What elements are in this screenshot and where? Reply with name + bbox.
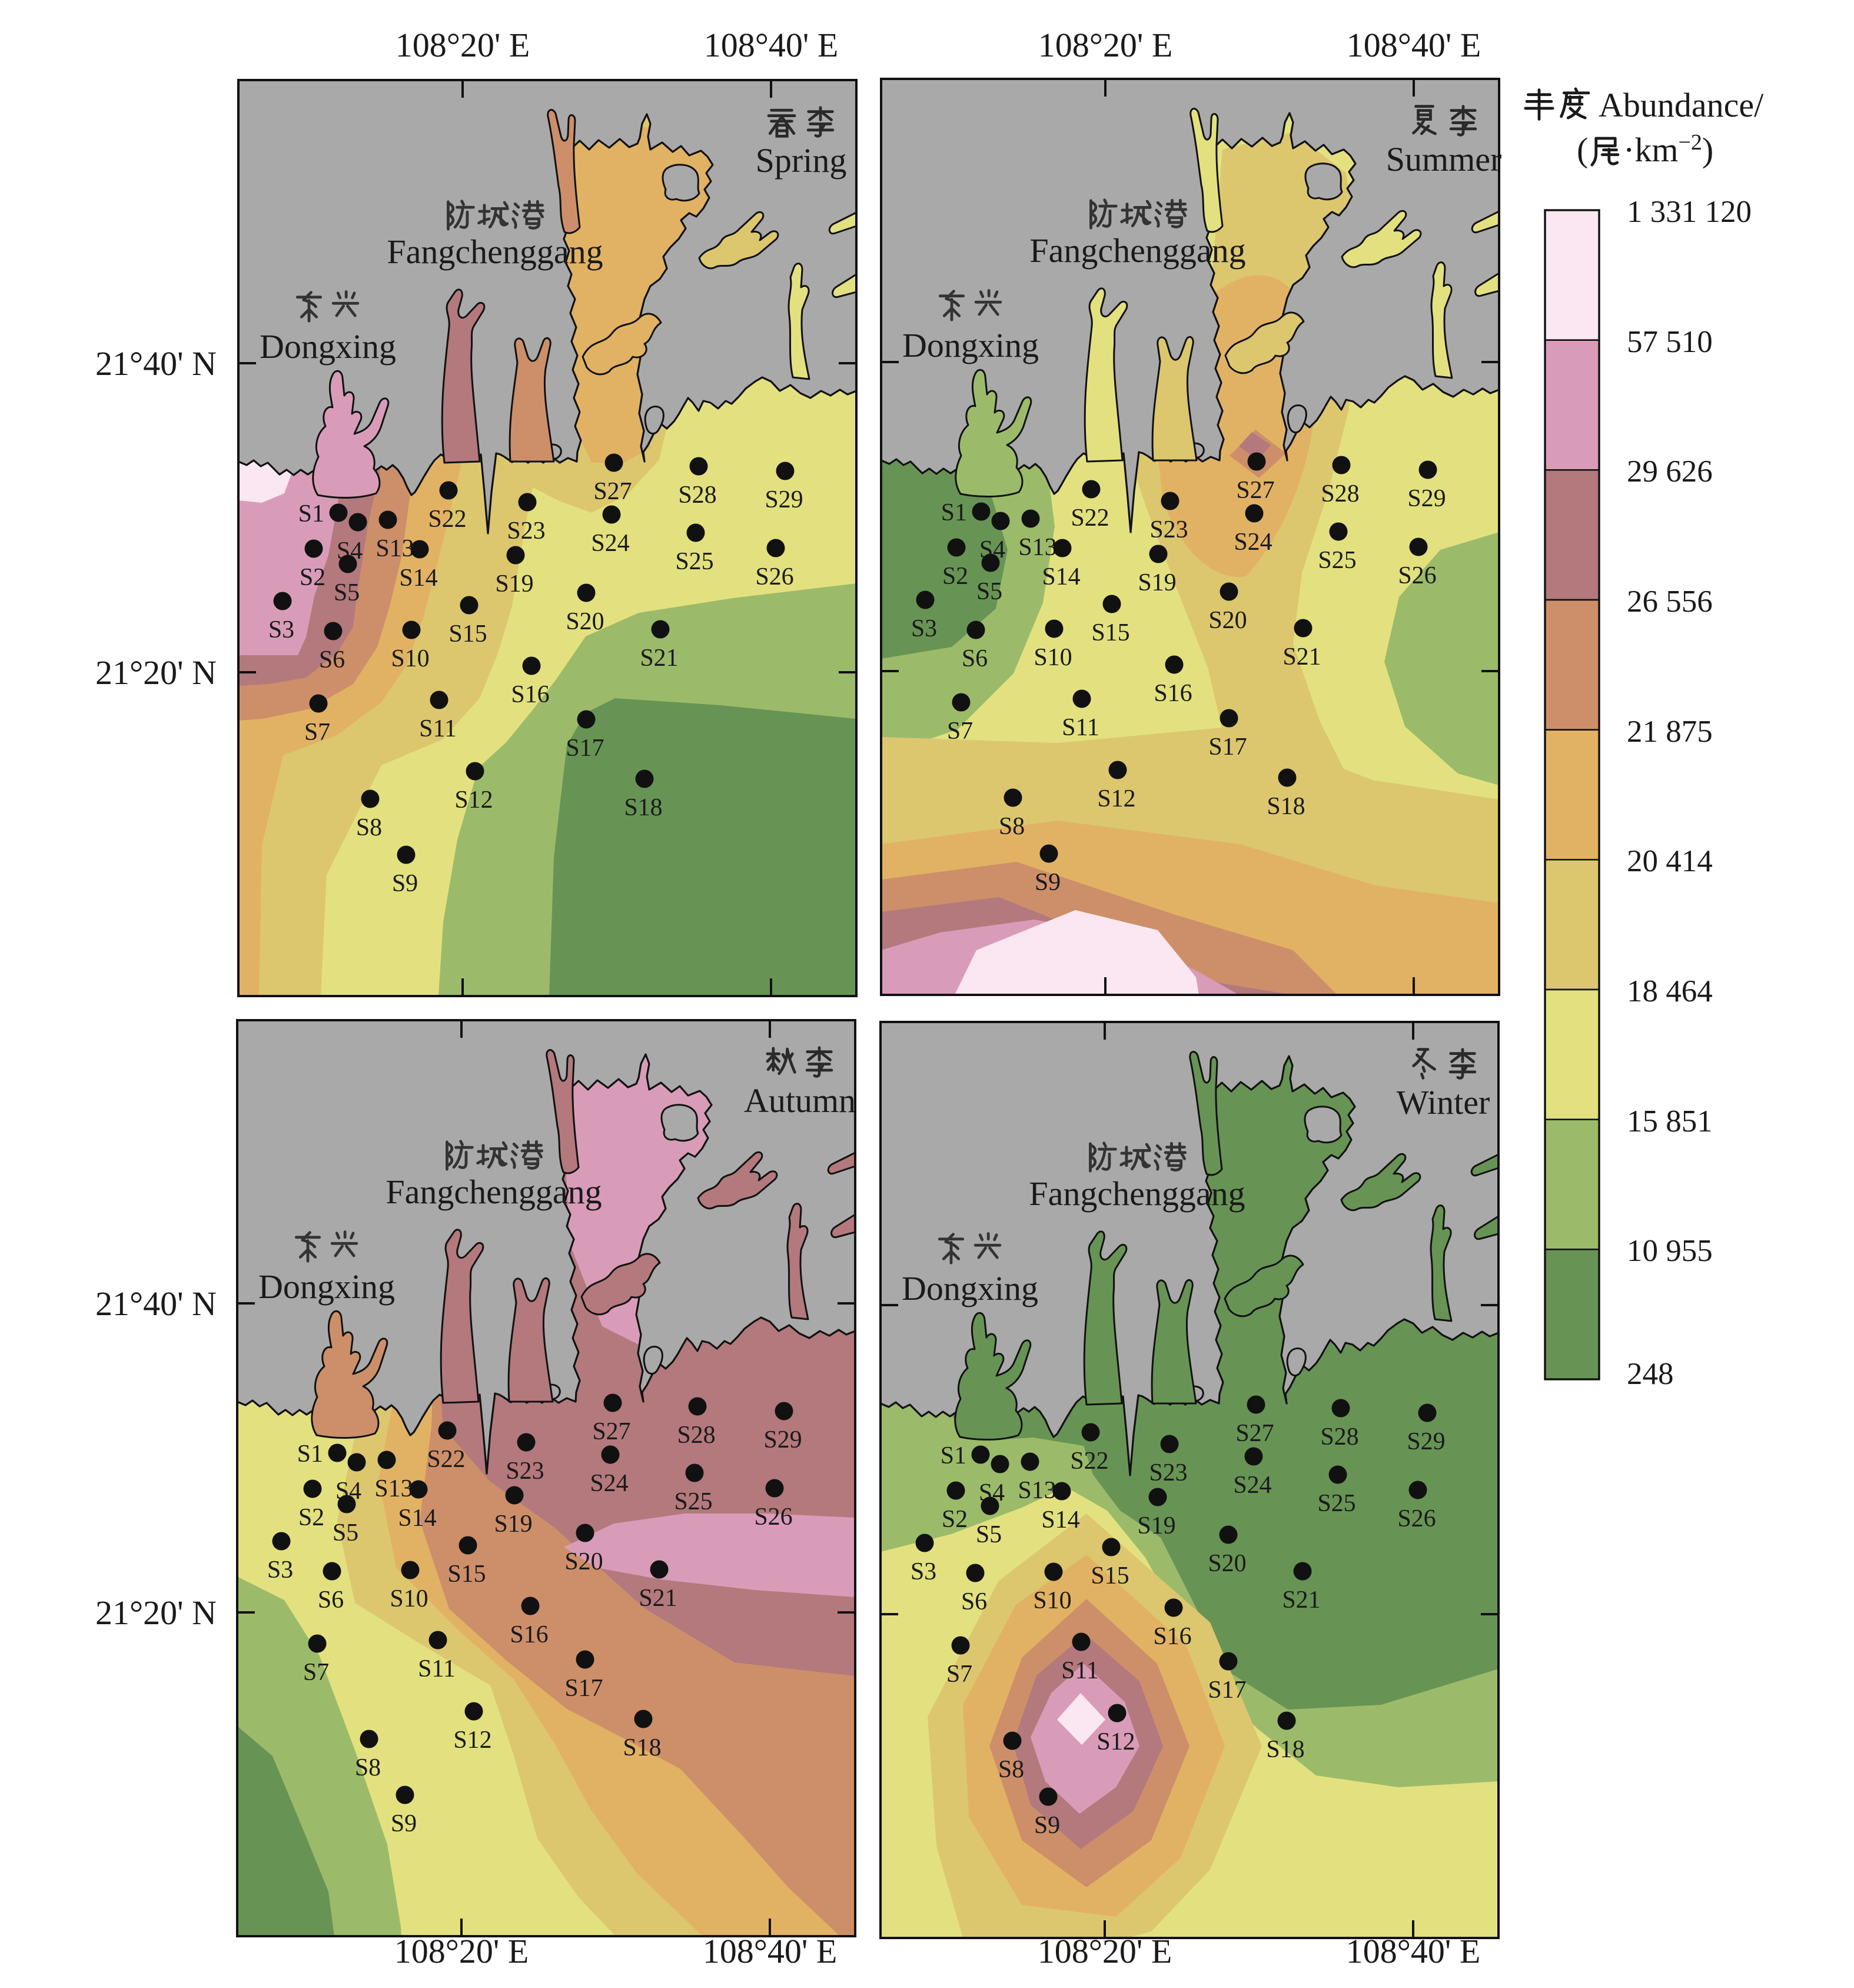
svg-text:15 851: 15 851 [1627, 1104, 1713, 1139]
svg-text:10 955: 10 955 [1627, 1234, 1713, 1268]
svg-text:108°20' E: 108°20' E [1038, 1932, 1172, 1970]
svg-text:108°40' E: 108°40' E [703, 1932, 838, 1970]
svg-text:Summer: Summer [1386, 140, 1502, 178]
svg-text:21°40' N: 21°40' N [95, 344, 217, 383]
svg-text:29 626: 29 626 [1627, 454, 1713, 489]
svg-text:Winter: Winter [1397, 1083, 1490, 1121]
svg-text:57 510: 57 510 [1627, 325, 1713, 359]
svg-text:248: 248 [1627, 1357, 1674, 1391]
svg-text:108°40' E: 108°40' E [704, 26, 839, 64]
svg-text:108°40' E: 108°40' E [1347, 26, 1481, 64]
svg-text:26 556: 26 556 [1627, 585, 1713, 619]
svg-text:21°20' N: 21°20' N [95, 1594, 217, 1632]
svg-text:21°20' N: 21°20' N [95, 653, 217, 692]
svg-text:20 414: 20 414 [1627, 844, 1713, 878]
svg-text:Autumn: Autumn [744, 1081, 856, 1120]
svg-text:18 464: 18 464 [1627, 974, 1713, 1008]
svg-text:Abundance/: Abundance/ [1599, 86, 1764, 124]
svg-text:Spring: Spring [756, 141, 847, 180]
svg-text:108°20' E: 108°20' E [394, 1932, 529, 1970]
svg-text:1 331 120: 1 331 120 [1627, 195, 1752, 229]
svg-text:(: ( [1577, 131, 1588, 169]
svg-text:21 875: 21 875 [1627, 715, 1713, 749]
svg-text:108°40' E: 108°40' E [1346, 1932, 1481, 1970]
svg-text:108°20' E: 108°20' E [1038, 26, 1173, 64]
svg-text:21°40' N: 21°40' N [95, 1285, 217, 1323]
svg-text:108°20' E: 108°20' E [396, 26, 530, 64]
